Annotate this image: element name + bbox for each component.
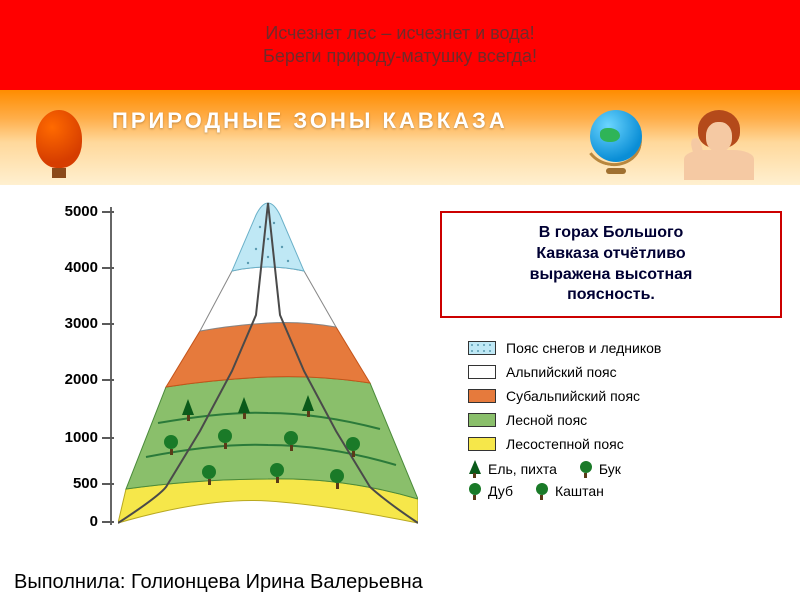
legend-spruce: Ель, пихта <box>468 460 557 478</box>
page-title: ПРИРОДНЫЕ ЗОНЫ КАВКАЗА <box>112 108 508 134</box>
person-icon <box>664 108 764 180</box>
altitude-chart: 5000 4000 3000 2000 1000 500 0 <box>0 197 430 565</box>
legend-oak: Дуб <box>468 482 513 500</box>
fir-tree-icon <box>182 399 194 421</box>
oak-tree-icon <box>468 482 482 500</box>
swatch-icon <box>468 437 496 451</box>
oak-tree-icon <box>270 463 284 483</box>
tick-2000: 2000 <box>56 371 98 388</box>
legend: Пояс снегов и ледников Альпийский пояс С… <box>440 340 782 500</box>
globe-icon <box>584 110 648 174</box>
desc-line1: В горах Большого <box>456 223 766 244</box>
balloon-icon <box>36 110 82 168</box>
top-banner: Исчезнет лес – исчезнет и вода! Береги п… <box>0 0 800 90</box>
legend-chestnut: Каштан <box>535 482 604 500</box>
main-content: 5000 4000 3000 2000 1000 500 0 <box>0 185 800 565</box>
beech-tree-icon <box>164 435 178 455</box>
swatch-icon <box>468 389 496 403</box>
footer-credit: Выполнила: Голионцева Ирина Валерьевна <box>0 565 800 600</box>
oak-tree-icon <box>330 469 344 489</box>
swatch-icon <box>468 341 496 355</box>
banner-line2: Береги природу-матушку всегда! <box>263 45 537 68</box>
swatch-icon <box>468 413 496 427</box>
legend-item-subalpine: Субальпийский пояс <box>468 388 782 404</box>
header-band: ПРИРОДНЫЕ ЗОНЫ КАВКАЗА <box>0 90 800 185</box>
beech-tree-icon <box>284 431 298 451</box>
banner-line1: Исчезнет лес – исчезнет и вода! <box>265 22 534 45</box>
legend-item-forest: Лесной пояс <box>468 412 782 428</box>
tick-4000: 4000 <box>56 259 98 276</box>
y-axis <box>110 207 112 525</box>
tree-legend-row2: Дуб Каштан <box>468 482 782 500</box>
beech-tree-icon <box>218 429 232 449</box>
legend-item-steppe: Лесостепной пояс <box>468 436 782 452</box>
oak-tree-icon <box>202 465 216 485</box>
desc-line2: Кавказа отчётливо <box>456 244 766 265</box>
beech-tree-icon <box>346 437 360 457</box>
chestnut-tree-icon <box>535 482 549 500</box>
fir-tree-icon <box>468 460 482 478</box>
desc-line4: поясность. <box>456 285 766 306</box>
side-column: В горах Большого Кавказа отчётливо выраж… <box>430 197 800 565</box>
description-box: В горах Большого Кавказа отчётливо выраж… <box>440 211 782 318</box>
tick-500: 500 <box>56 475 98 492</box>
beech-tree-icon <box>579 460 593 478</box>
desc-line3: выражена высотная <box>456 265 766 286</box>
tick-3000: 3000 <box>56 315 98 332</box>
fir-tree-icon <box>238 397 250 419</box>
fir-tree-icon <box>302 395 314 417</box>
legend-item-alpine: Альпийский пояс <box>468 364 782 380</box>
legend-beech: Бук <box>579 460 621 478</box>
tree-legend-row1: Ель, пихта Бук <box>468 460 782 478</box>
tick-0: 0 <box>56 513 98 530</box>
tick-1000: 1000 <box>56 429 98 446</box>
swatch-icon <box>468 365 496 379</box>
legend-item-snow: Пояс снегов и ледников <box>468 340 782 356</box>
tick-5000: 5000 <box>56 203 98 220</box>
mountain-diagram <box>118 197 418 537</box>
